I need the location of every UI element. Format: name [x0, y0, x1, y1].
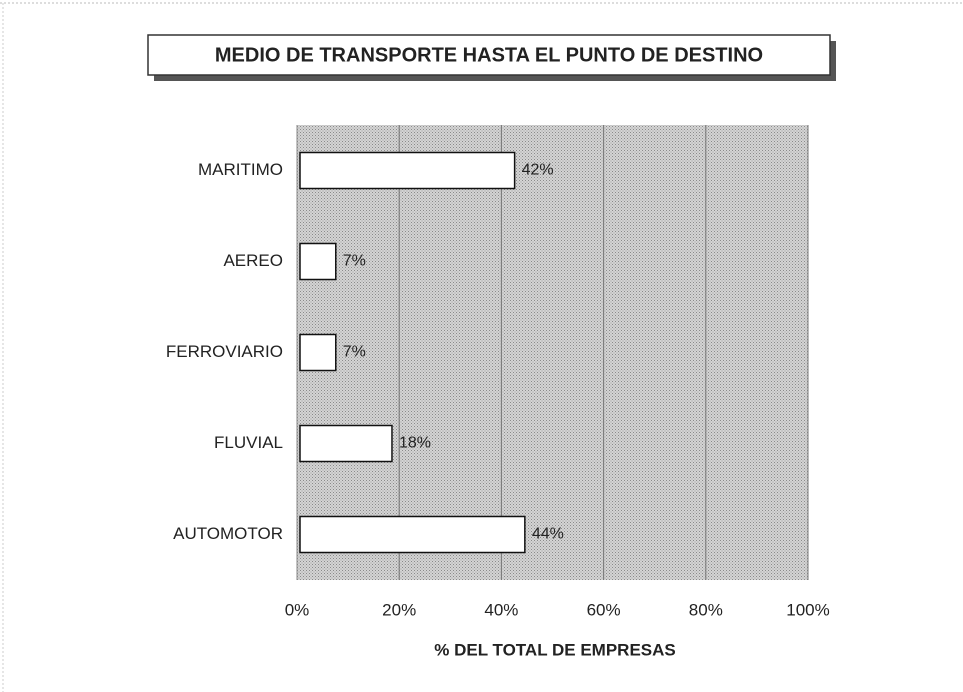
x-tick-label: 80% — [689, 600, 723, 619]
value-label: 44% — [532, 526, 564, 543]
title-box — [147, 34, 831, 76]
plot-area — [297, 125, 808, 580]
x-tick-label: 0% — [285, 600, 310, 619]
bar — [299, 242, 337, 281]
value-label: 18% — [399, 435, 431, 452]
bar — [299, 333, 337, 372]
x-tick-label: 20% — [382, 600, 416, 619]
chart-title: MEDIO DE TRANSPORTE HASTA EL PUNTO DE DE… — [215, 44, 763, 66]
bar — [299, 424, 393, 463]
y-tick-label: AUTOMOTOR — [173, 524, 283, 543]
x-tick-label: 40% — [484, 600, 518, 619]
y-tick-label: FERROVIARIO — [166, 342, 283, 361]
y-tick-label: FLUVIAL — [214, 433, 283, 452]
y-tick-label: MARITIMO — [198, 160, 283, 179]
value-label: 42% — [522, 162, 554, 179]
value-label: 7% — [343, 344, 366, 361]
x-tick-label: 100% — [786, 600, 829, 619]
y-tick-label: AEREO — [223, 251, 283, 270]
bar — [299, 515, 526, 554]
bar — [299, 151, 516, 190]
x-axis-label: % DEL TOTAL DE EMPRESAS — [434, 640, 676, 659]
x-tick-label: 60% — [587, 600, 621, 619]
value-label: 7% — [343, 253, 366, 270]
